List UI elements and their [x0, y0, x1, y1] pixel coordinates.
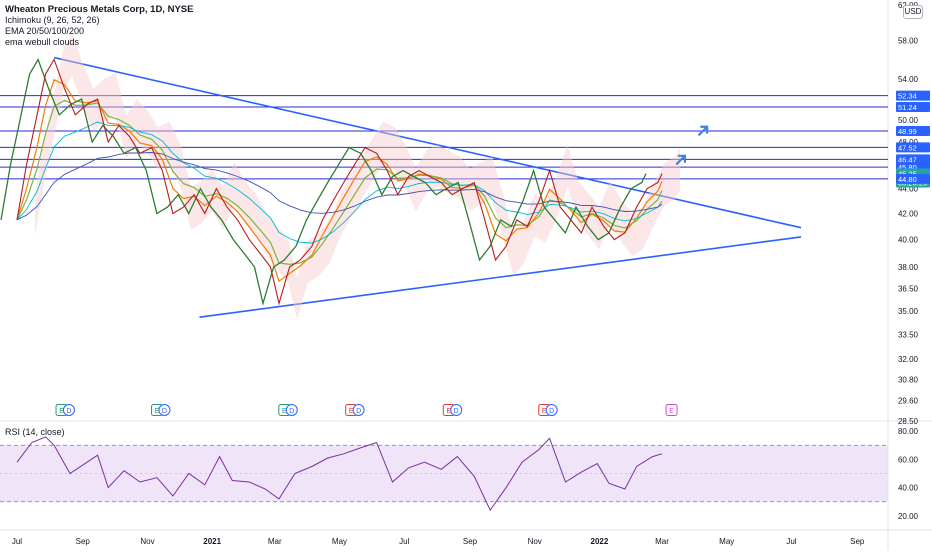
legend-ichimoku[interactable]: Ichimoku (9, 26, 52, 26)	[5, 15, 100, 25]
rsi-line	[16, 436, 663, 512]
price-tick-label: 36.50	[898, 285, 919, 294]
price-tick-label: 32.00	[898, 355, 919, 364]
earnings-marker-text: E	[155, 408, 160, 415]
time-tick-label: Jul	[12, 537, 22, 546]
price-tick-label: 44.00	[898, 185, 919, 194]
price-tag-level	[896, 142, 930, 153]
dividend-marker	[450, 404, 463, 416]
price-tick-label: 40.00	[898, 236, 919, 245]
price-tag-text: 51.24	[898, 103, 917, 112]
time-tick-label: Sep	[76, 537, 91, 546]
currency-badge[interactable]: USD	[903, 5, 923, 19]
ema-100-line	[16, 121, 663, 244]
up-arrow-lower	[675, 154, 686, 165]
earnings-marker-text: E	[542, 408, 547, 415]
time-tick-label: May	[332, 537, 347, 546]
price-tag-level	[896, 90, 930, 101]
earnings-marker-text: E	[446, 408, 451, 415]
time-tick-label: Mar	[268, 537, 282, 546]
chart-legend: Wheaton Precious Metals Corp, 1D, NYSE I…	[5, 4, 193, 48]
price-tag-level	[896, 102, 930, 113]
dividend-marker	[62, 404, 75, 416]
price-tag-text: 44.80	[898, 175, 917, 184]
chart-title: Wheaton Precious Metals Corp, 1D, NYSE	[5, 4, 194, 15]
dividend-marker	[352, 404, 365, 416]
time-tick-label: Jul	[399, 537, 409, 546]
time-tick-label: Mar	[655, 537, 669, 546]
price-tag-text: 45.80	[898, 163, 917, 172]
time-tick-label: Nov	[528, 537, 542, 546]
dividend-marker	[285, 404, 298, 416]
trendline	[199, 236, 802, 318]
dividend-marker	[545, 404, 558, 416]
legend-ema-clouds[interactable]: ema webull clouds	[5, 37, 80, 47]
rsi-tick-label: 20.00	[898, 512, 919, 521]
price-tick-label: 35.00	[898, 307, 919, 316]
price-tag-text: 48.99	[898, 127, 917, 136]
price-tick-label: 28.50	[898, 417, 919, 426]
rsi-tick-label: 60.00	[898, 455, 919, 464]
time-tick-label: Sep	[463, 537, 478, 546]
earnings-marker-text: E	[59, 408, 64, 415]
dividend-marker-text: D	[454, 408, 459, 415]
time-tick-label: May	[719, 537, 734, 546]
time-tick-label: Jul	[786, 537, 796, 546]
trendline	[53, 56, 802, 229]
dividend-marker-text: D	[549, 408, 554, 415]
price-tick-label: 38.00	[898, 263, 919, 272]
price-tick-label: 29.60	[898, 397, 919, 406]
rsi-tick-label: 80.00	[898, 427, 919, 436]
dividend-marker	[158, 404, 171, 416]
dividend-marker-text: D	[66, 408, 71, 415]
rsi-band	[0, 445, 888, 502]
legend-ema[interactable]: EMA 20/50/100/200	[5, 26, 85, 36]
price-tag-text: 46.47	[898, 155, 917, 164]
price-tag-text: 52.34	[898, 92, 917, 101]
price-tick-label: 30.80	[898, 375, 919, 384]
up-arrow-upper	[698, 125, 709, 136]
earnings-marker-text: E	[669, 408, 674, 415]
dividend-marker-text: D	[162, 408, 167, 415]
price-tick-label: 42.00	[898, 209, 919, 218]
ichimoku-cloud	[35, 33, 680, 320]
price-tick-label: 54.00	[898, 75, 919, 84]
dividend-marker-text: D	[289, 408, 294, 415]
price-tag-level	[896, 126, 930, 137]
earnings-marker-text: E	[282, 408, 287, 415]
dividend-marker-text: D	[356, 408, 361, 415]
rsi-label: RSI (14, close)	[5, 427, 65, 437]
earnings-marker-text: E	[349, 408, 354, 415]
price-tag-text: 47.52	[898, 143, 917, 152]
time-tick-label: Nov	[140, 537, 154, 546]
price-tag-level	[896, 173, 930, 184]
price-tick-label: 50.00	[898, 116, 919, 125]
earnings-marker	[665, 404, 678, 416]
time-tick-label: Sep	[850, 537, 865, 546]
price-line	[16, 58, 663, 306]
rsi-tick-label: 40.00	[898, 484, 919, 493]
price-tick-label: 33.50	[898, 330, 919, 339]
price-tag-level	[896, 154, 930, 165]
price-tick-label: 58.00	[898, 37, 919, 46]
time-tick-label: 2022	[591, 537, 609, 546]
time-tick-label: 2021	[203, 537, 221, 546]
